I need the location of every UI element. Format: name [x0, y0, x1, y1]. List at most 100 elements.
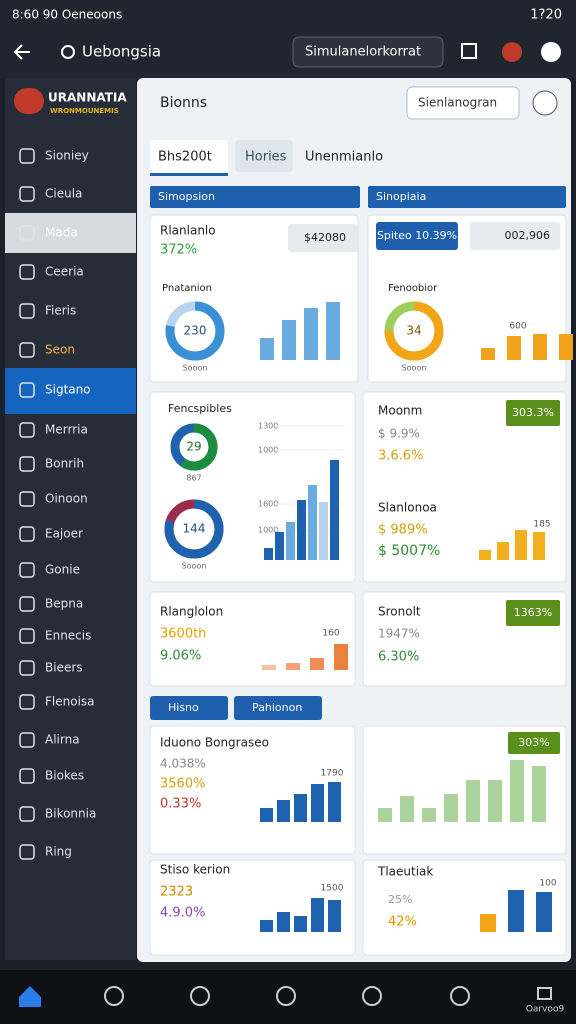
- tab[interactable]: [235, 140, 293, 172]
- axis-label: 1000: [258, 526, 278, 535]
- nav-icon: [19, 596, 35, 612]
- label: Moonm: [378, 404, 422, 418]
- nav-icon: [19, 844, 35, 860]
- nav-item[interactable]: Seon: [45, 343, 75, 357]
- search-box[interactable]: [292, 36, 444, 68]
- nav-item[interactable]: Bonrih: [45, 457, 84, 471]
- tab-label[interactable]: Hories: [245, 150, 287, 165]
- bar: [330, 460, 339, 560]
- nav-button[interactable]: [450, 986, 470, 1006]
- label: 185: [533, 520, 550, 530]
- nav-button[interactable]: [537, 987, 552, 1000]
- bar: [536, 892, 552, 932]
- nav-item[interactable]: Flenoisa: [45, 695, 95, 709]
- value: 372%: [160, 243, 197, 258]
- back-icon[interactable]: [13, 44, 30, 60]
- bar: [277, 912, 290, 932]
- select[interactable]: [406, 86, 520, 120]
- nav-item[interactable]: Ennecis: [45, 629, 91, 643]
- nav-item[interactable]: Fieris: [45, 304, 76, 318]
- nav-item[interactable]: Cieula: [45, 187, 82, 201]
- nav-item[interactable]: Eajoer: [45, 527, 83, 541]
- nav-item[interactable]: Merrria: [45, 423, 88, 437]
- status-time: 1?20: [530, 8, 562, 23]
- nav-item[interactable]: Bieers: [45, 661, 83, 675]
- label: Sronolt: [378, 605, 421, 619]
- dropdown-label[interactable]: Hisno: [168, 701, 199, 714]
- tab-underline: [150, 173, 228, 176]
- nav-button[interactable]: [362, 986, 382, 1006]
- nav-item[interactable]: Sioniey: [45, 149, 89, 163]
- window-icon[interactable]: [461, 43, 477, 59]
- label: Sooon: [182, 562, 207, 571]
- nav-item[interactable]: Bikonnia: [45, 807, 96, 821]
- nav-item[interactable]: Gonie: [45, 563, 80, 577]
- dropdown-label[interactable]: Pahionon: [252, 701, 302, 714]
- bar: [507, 336, 521, 360]
- settings-icon[interactable]: [532, 90, 558, 116]
- dropdown[interactable]: [234, 696, 322, 720]
- nav-item[interactable]: Ring: [45, 845, 72, 859]
- dropdown[interactable]: [150, 696, 228, 720]
- nav-item[interactable]: Sigtano: [45, 383, 91, 397]
- label: Slanlonoa: [378, 501, 437, 515]
- bar: [480, 914, 496, 932]
- value: 25%: [388, 893, 412, 906]
- badge: [470, 222, 560, 250]
- bar: [326, 302, 340, 360]
- nav-button[interactable]: [276, 986, 296, 1006]
- value: $ 5007%: [378, 543, 440, 559]
- donut-arc: [164, 499, 224, 559]
- badge-text: 1363%: [514, 606, 552, 619]
- nav-item[interactable]: Alirna: [45, 733, 80, 747]
- badge-text: 303.3%: [512, 406, 554, 419]
- tab-label[interactable]: Unenmianlo: [305, 150, 383, 165]
- nav-selected: [5, 213, 136, 253]
- nav-item[interactable]: Ceeria: [45, 265, 84, 279]
- donut-arc: [384, 301, 444, 361]
- nav-icon: [19, 382, 35, 398]
- nav-icon: [19, 768, 35, 784]
- nav-button[interactable]: [190, 986, 210, 1006]
- nav-icon: [19, 660, 35, 676]
- section-title: Bionns: [160, 95, 207, 111]
- dropdown[interactable]: [368, 186, 566, 208]
- bottom-nav: [0, 970, 576, 1024]
- nav-item[interactable]: Biokes: [45, 769, 84, 783]
- nav-icon: [19, 225, 35, 241]
- search-text[interactable]: Simulanelorkorrat: [305, 45, 421, 60]
- bar: [328, 782, 341, 822]
- nav-home[interactable]: [19, 986, 41, 1007]
- avatar[interactable]: [502, 42, 522, 62]
- badge: [508, 732, 560, 754]
- tab-active[interactable]: [150, 140, 228, 174]
- donut-arc: [170, 423, 218, 471]
- dropdown-label[interactable]: Simopsion: [158, 190, 215, 203]
- bar: [378, 808, 392, 822]
- select-text[interactable]: Sienlanogran: [418, 96, 497, 110]
- nav-button[interactable]: [104, 986, 124, 1006]
- badge: [506, 400, 560, 426]
- nav-icon: [19, 264, 35, 280]
- nav-icon: [19, 422, 35, 438]
- bar: [444, 794, 458, 822]
- label: 1500: [321, 884, 344, 894]
- nav-item[interactable]: Oinoon: [45, 492, 88, 506]
- dropdown-label[interactable]: Sinopiaia: [376, 190, 426, 203]
- badge: [376, 222, 458, 250]
- tab-label[interactable]: Bhs200t: [158, 150, 212, 165]
- dropdown[interactable]: [150, 186, 360, 208]
- label: Sooon: [183, 364, 208, 373]
- nav-item[interactable]: Mada: [45, 226, 78, 240]
- nav-item[interactable]: Bepna: [45, 597, 83, 611]
- value: 1947%: [378, 627, 420, 641]
- menu-icon[interactable]: [541, 42, 561, 62]
- nav-icon: [19, 526, 35, 542]
- value: 9.06%: [160, 649, 201, 664]
- nav-icon: [19, 491, 35, 507]
- bar: [532, 766, 546, 822]
- value: 3.6.6%: [378, 449, 423, 464]
- label: 867: [186, 474, 201, 483]
- badge-text: $42080: [304, 231, 346, 244]
